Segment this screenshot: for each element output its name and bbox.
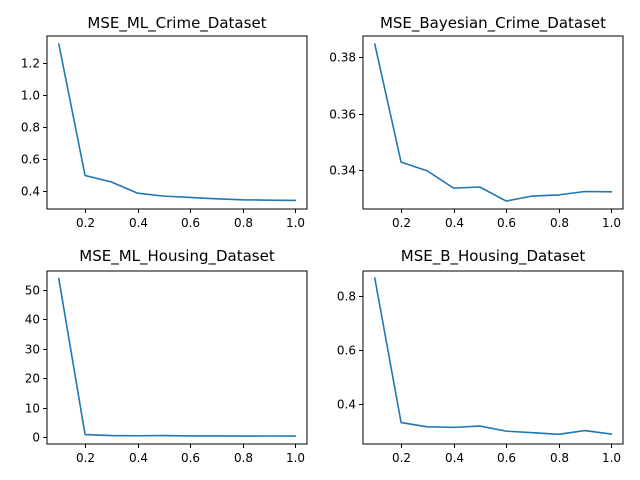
x-tick-label: 1.0 (602, 216, 621, 230)
y-tick-label: 0.38 (329, 51, 356, 65)
y-tick-label: 0 (32, 431, 40, 445)
x-tick-label: 0.6 (497, 216, 516, 230)
x-tick-label: 0.2 (392, 451, 411, 465)
series-line (373, 43, 612, 202)
subplot-ml-crime: MSE_ML_Crime_Dataset 0.2 0.4 0.6 0.8 1.0 0.4 0… (21, 14, 308, 230)
y-tick-label: 0.4 (21, 185, 40, 199)
y-tick-label: 0.8 (21, 121, 40, 135)
x-tick-label: 0.6 (497, 451, 516, 465)
subplot-b-housing: MSE_B_Housing_Dataset 0.2 0.4 0.6 0.8 1.0 0.4… (337, 247, 624, 465)
x-tick-label: 0.2 (392, 216, 411, 230)
x-tick-label: 0.8 (550, 216, 569, 230)
y-tick-label: 0.8 (337, 290, 356, 304)
y-tick-label: 50 (25, 284, 40, 298)
y-tick-label: 1.0 (21, 89, 40, 103)
x-tick-label: 0.4 (129, 216, 148, 230)
subplot-bayesian-crime: MSE_Bayesian_Crime_Dataset 0.2 0.4 0.6 0.8 1… (329, 14, 624, 230)
y-tick-label: 30 (25, 343, 40, 357)
y-tick-label: 0.4 (337, 398, 356, 412)
y-tick-label: 10 (25, 402, 40, 416)
series-line (57, 43, 296, 202)
x-tick-label: 0.8 (550, 451, 569, 465)
x-tick-label: 0.8 (234, 216, 253, 230)
x-tick-label: 0.6 (181, 216, 200, 230)
x-tick-label: 0.2 (76, 451, 95, 465)
plot-frame (46, 270, 308, 445)
x-tick-label: 1.0 (286, 451, 305, 465)
y-tick-label: 0.6 (21, 153, 40, 167)
y-tick-label: 0.6 (337, 344, 356, 358)
x-tick-label: 0.4 (445, 216, 464, 230)
x-tick-label: 0.6 (181, 451, 200, 465)
plot-frame (362, 35, 624, 210)
chart-title: MSE_ML_Housing_Dataset (79, 247, 275, 266)
plot-frame (362, 270, 624, 445)
x-tick-label: 1.0 (602, 451, 621, 465)
x-tick-label: 0.8 (234, 451, 253, 465)
series-line (373, 277, 613, 436)
y-tick-label: 40 (25, 313, 40, 327)
chart-title: MSE_Bayesian_Crime_Dataset (380, 14, 606, 33)
chart-title: MSE_ML_Crime_Dataset (87, 14, 266, 33)
plot-frame (46, 35, 308, 210)
y-tick-label: 20 (25, 372, 40, 386)
x-tick-label: 1.0 (286, 216, 305, 230)
y-tick-label: 1.2 (21, 57, 40, 71)
x-tick-label: 0.4 (445, 451, 464, 465)
x-tick-label: 0.4 (129, 451, 148, 465)
chart-title: MSE_B_Housing_Dataset (401, 247, 586, 266)
series-line (57, 277, 296, 437)
subplot-ml-housing: MSE_ML_Housing_Dataset 0.2 0.4 0.6 0.8 1.0 0 1… (25, 247, 308, 465)
x-tick-label: 0.2 (76, 216, 95, 230)
y-tick-label: 0.36 (329, 108, 356, 122)
y-tick-label: 0.34 (329, 164, 356, 178)
